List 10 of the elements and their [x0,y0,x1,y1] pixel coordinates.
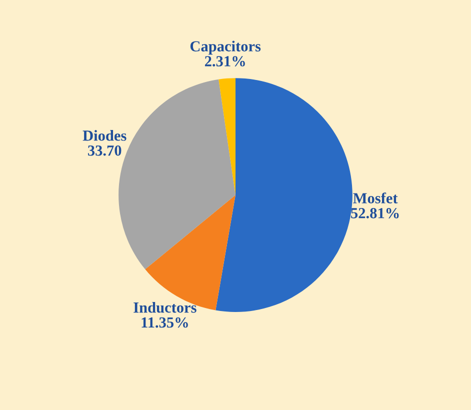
slice-label: Inductors [134,302,196,313]
data-label: 2.31% [204,56,245,66]
data-label: 52.81% [351,208,399,218]
slice-label: Diodes [82,130,126,141]
pie-slice [216,78,352,312]
pie-slice [218,78,236,196]
data-label: 11.35% [142,317,188,328]
slice-label: Mosfet [353,192,398,204]
slice-label: Capacitors [190,40,261,55]
data-label: 33.70 [88,145,122,156]
